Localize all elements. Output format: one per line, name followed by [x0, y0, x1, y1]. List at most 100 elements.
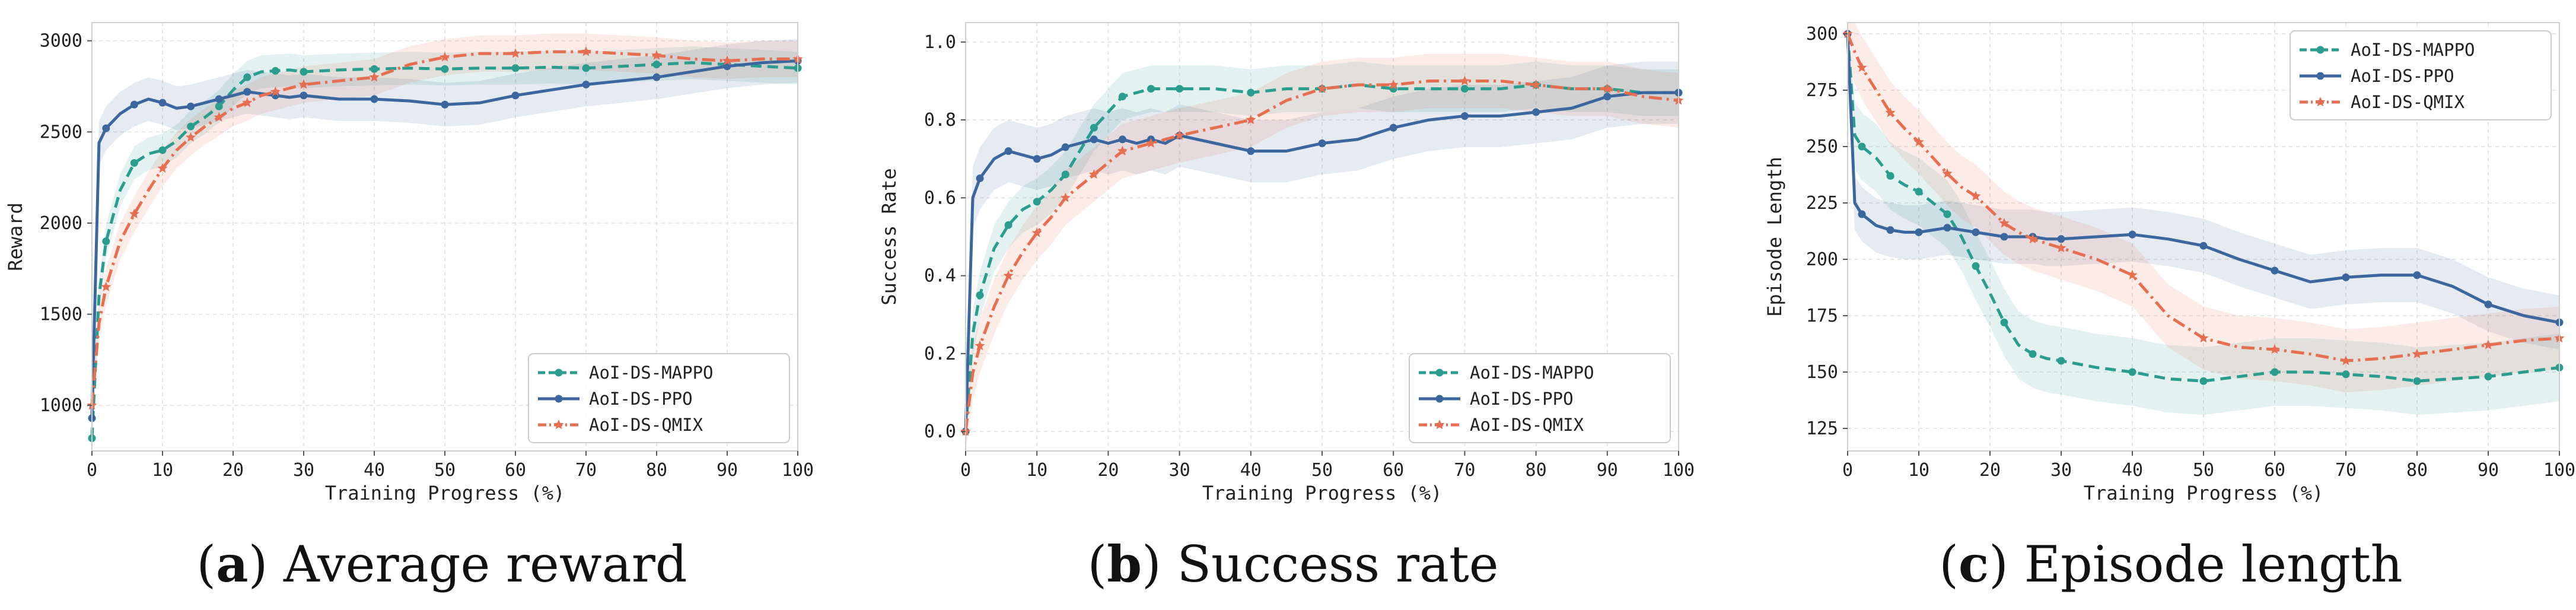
data-point-mappo [215, 102, 223, 110]
legend-marker-ppo [1435, 395, 1444, 403]
legend: AoI-DS-MAPPO AoI-DS-PPO AoI-DS-QMIX [2290, 30, 2552, 120]
x-tick-label: 30 [293, 460, 314, 481]
x-tick-label: 40 [1240, 460, 1262, 481]
data-point-ppo [187, 102, 195, 110]
data-point-mappo [1147, 85, 1155, 93]
data-point-mappo [1972, 262, 1980, 270]
data-point-mappo [582, 64, 590, 72]
y-tick-label: 2500 [40, 122, 82, 142]
data-point-qmix [1885, 107, 1896, 117]
data-point-qmix [1317, 83, 1327, 93]
x-tick-label: 70 [1454, 460, 1475, 481]
y-axis-label: Reward [4, 202, 27, 271]
legend: AoI-DS-MAPPO AoI-DS-PPO AoI-DS-QMIX [528, 353, 790, 443]
panel-caption: (a) Average reward [196, 535, 687, 593]
x-axis-label: Training Progress (%) [325, 482, 565, 504]
x-tick-label: 20 [222, 460, 244, 481]
data-point-qmix [2127, 269, 2138, 279]
data-point-ppo [215, 95, 223, 103]
data-point-mappo [1915, 188, 1923, 196]
data-point-qmix [1031, 227, 1042, 237]
legend-label-ppo: AoI-DS-PPO [2351, 66, 2454, 86]
x-tick-label: 10 [1026, 460, 1047, 481]
data-point-mappo [2000, 318, 2008, 326]
data-point-ppo [2413, 271, 2421, 279]
x-tick-label: 30 [2050, 460, 2072, 481]
data-point-qmix [1459, 75, 1470, 85]
y-tick-label: 200 [1806, 249, 1838, 270]
chart-panel-a: 0 10 20 30 40 50 60 70 80 90 100 1000 1500 2000 2500 30… [4, 22, 814, 593]
data-point-mappo [2484, 373, 2492, 381]
legend-marker-ppo [2316, 72, 2325, 80]
confidence-band-ppo [1848, 23, 2559, 350]
data-point-ppo [2128, 230, 2136, 239]
data-point-ppo [130, 100, 138, 109]
data-point-mappo [1943, 210, 1951, 218]
x-tick-label: 20 [1097, 460, 1119, 481]
data-point-qmix [1970, 190, 1981, 201]
x-tick-label: 30 [1169, 460, 1190, 481]
chart-panel-c: 0 10 20 30 40 50 60 70 80 90 100 125 150 175 200 225 250… [1763, 22, 2575, 593]
data-point-ppo [2199, 242, 2208, 250]
legend-box [528, 353, 790, 443]
data-point-qmix [1857, 62, 1867, 72]
data-point-mappo [1176, 85, 1184, 93]
legend-label-ppo: AoI-DS-PPO [589, 389, 693, 409]
data-point-ppo [1972, 228, 1980, 236]
data-point-ppo [1247, 147, 1255, 155]
data-point-ppo [1389, 123, 1397, 132]
y-tick-label: 125 [1806, 418, 1838, 439]
data-point-mappo [1886, 171, 1894, 180]
data-point-mappo [1858, 142, 1866, 151]
y-tick-label: 3000 [40, 31, 82, 52]
data-point-qmix [369, 72, 380, 82]
data-point-ppo [441, 100, 449, 109]
series-line-qmix [90, 50, 798, 406]
y-tick-label: 1500 [40, 304, 82, 325]
data-point-qmix [2269, 344, 2280, 354]
panel-caption: (c) Episode length [1939, 535, 2403, 593]
data-point-ppo [1915, 228, 1923, 236]
data-point-qmix [1117, 145, 1128, 155]
data-point-qmix [242, 97, 253, 107]
series-line-mappo [1846, 33, 2560, 383]
data-point-mappo [511, 64, 520, 72]
data-point-qmix [298, 79, 309, 89]
legend-marker-qmix [2315, 97, 2326, 107]
x-tick-label: 100 [782, 460, 814, 481]
x-tick-label: 10 [152, 460, 173, 481]
legend-marker-ppo [555, 395, 563, 403]
y-tick-label: 1.0 [924, 32, 956, 53]
data-point-qmix [186, 132, 196, 142]
series-line-ppo [90, 59, 798, 418]
data-point-mappo [1033, 198, 1041, 206]
confidence-band-qmix [1848, 23, 2559, 393]
data-point-mappo [130, 159, 138, 167]
data-point-mappo [370, 65, 378, 73]
data-point-qmix [2412, 348, 2422, 358]
x-tick-label: 0 [1842, 460, 1853, 481]
data-point-qmix [440, 52, 450, 62]
data-point-qmix [1602, 83, 1613, 93]
data-point-mappo [1460, 85, 1469, 93]
x-tick-label: 80 [646, 460, 667, 481]
data-point-qmix [1246, 115, 1256, 125]
data-point-ppo [1061, 143, 1069, 151]
data-point-mappo [102, 237, 110, 246]
chart-panel-b: 0 10 20 30 40 50 60 70 80 90 100 0.0 0.2 0.4 0.6 0.8 1.0… [878, 22, 1695, 593]
legend-label-qmix: AoI-DS-QMIX [589, 415, 703, 435]
legend-marker-mappo [2316, 46, 2325, 54]
legend-box [2290, 30, 2552, 120]
legend-label-mappo: AoI-DS-MAPPO [2351, 40, 2475, 60]
x-tick-label: 90 [2478, 460, 2499, 481]
y-tick-label: 0.8 [924, 110, 956, 131]
series-line-mappo [90, 61, 798, 439]
data-point-qmix [2198, 333, 2209, 343]
y-tick-label: 0.2 [924, 344, 956, 364]
series-line-qmix [1846, 33, 2560, 363]
legend-label-mappo: AoI-DS-MAPPO [1470, 363, 1594, 383]
y-tick-label: 150 [1806, 362, 1838, 383]
data-point-ppo [1532, 108, 1540, 116]
data-point-ppo [102, 124, 110, 132]
